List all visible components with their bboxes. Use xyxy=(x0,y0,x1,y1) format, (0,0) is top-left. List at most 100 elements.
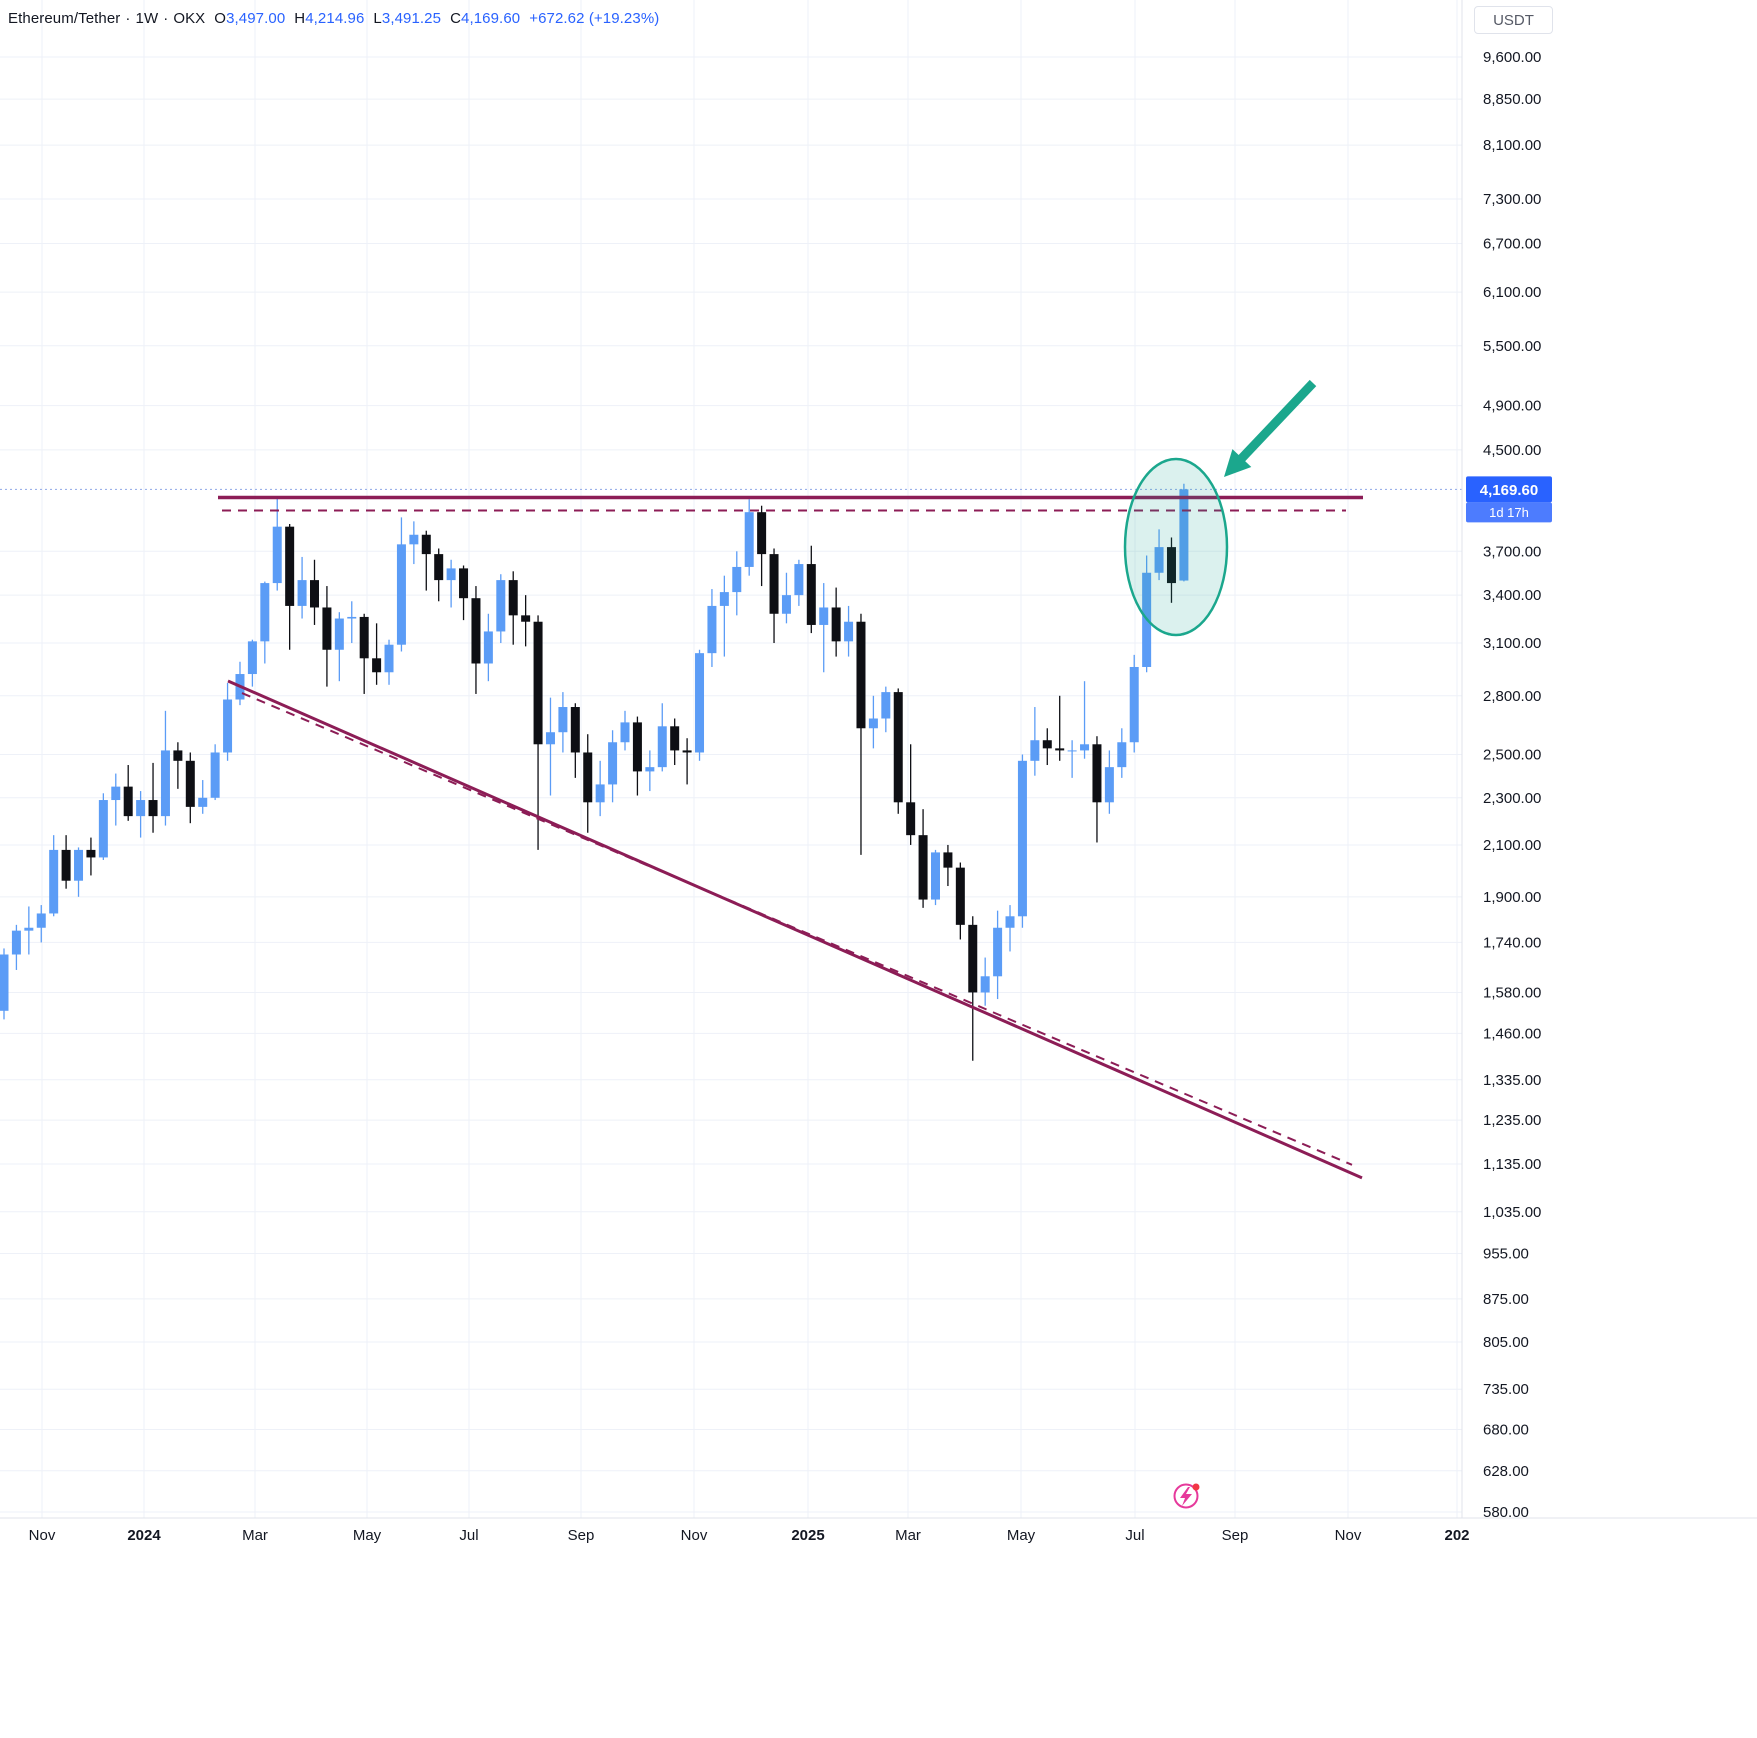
candle[interactable] xyxy=(1117,728,1127,778)
candle[interactable] xyxy=(955,862,965,940)
candle[interactable] xyxy=(993,910,1003,1000)
candle[interactable] xyxy=(744,499,754,576)
candle[interactable] xyxy=(285,524,295,650)
candle[interactable] xyxy=(11,924,21,970)
candle[interactable] xyxy=(247,639,257,687)
candle[interactable] xyxy=(483,613,493,682)
symbol-legend[interactable]: Ethereum/Tether · 1W · OKX O3,497.00 H4,214.96… xyxy=(8,10,659,27)
highlight-ellipse[interactable] xyxy=(1123,457,1229,637)
arrow-annotation[interactable] xyxy=(1224,379,1317,477)
candle[interactable] xyxy=(421,530,431,591)
candle[interactable] xyxy=(49,835,59,917)
candle[interactable] xyxy=(545,697,555,796)
candle[interactable] xyxy=(272,498,282,591)
interval-label[interactable]: 1W xyxy=(135,10,159,27)
exchange-label[interactable]: OKX xyxy=(173,10,206,27)
candle[interactable] xyxy=(384,639,394,685)
candle[interactable] xyxy=(570,703,580,778)
candle[interactable] xyxy=(732,551,742,616)
candle[interactable] xyxy=(1055,695,1065,761)
candle[interactable] xyxy=(1017,754,1027,928)
candle[interactable] xyxy=(459,565,469,621)
candle[interactable] xyxy=(185,752,195,824)
candle[interactable] xyxy=(707,589,717,667)
candle[interactable] xyxy=(471,586,481,694)
candle[interactable] xyxy=(1042,728,1052,766)
candle[interactable] xyxy=(148,762,158,833)
symbol-name[interactable]: Ethereum/Tether xyxy=(8,10,121,27)
candle[interactable] xyxy=(719,575,729,657)
candle[interactable] xyxy=(74,847,84,897)
candles-layer[interactable] xyxy=(0,483,1189,1061)
candle[interactable] xyxy=(36,905,46,943)
candle[interactable] xyxy=(260,581,270,664)
candle[interactable] xyxy=(210,744,220,801)
candle[interactable] xyxy=(583,734,593,833)
candle[interactable] xyxy=(595,760,605,817)
candle[interactable] xyxy=(0,948,9,1020)
candle[interactable] xyxy=(1067,740,1077,778)
candle[interactable] xyxy=(98,793,108,860)
candle[interactable] xyxy=(1080,681,1090,759)
price-axis[interactable]: 9,600.00 8,850.00 8,100.00 7,300.00 6,700.00… xyxy=(1483,49,1541,1521)
candle[interactable] xyxy=(136,791,146,838)
candle[interactable] xyxy=(645,750,655,792)
candle[interactable] xyxy=(893,688,903,814)
candle[interactable] xyxy=(198,780,208,814)
candle[interactable] xyxy=(173,742,183,789)
candle[interactable] xyxy=(1005,905,1015,952)
candle[interactable] xyxy=(1179,483,1189,582)
candle[interactable] xyxy=(620,710,630,751)
candle[interactable] xyxy=(831,587,841,657)
candle[interactable] xyxy=(918,809,928,908)
candle[interactable] xyxy=(980,957,990,1006)
candle[interactable] xyxy=(223,682,233,761)
candle[interactable] xyxy=(868,695,878,749)
currency-toggle-button[interactable]: USDT xyxy=(1474,6,1553,34)
candle[interactable] xyxy=(111,773,121,826)
candle[interactable] xyxy=(347,601,357,644)
candle[interactable] xyxy=(558,692,568,753)
candle[interactable] xyxy=(931,849,940,906)
candle[interactable] xyxy=(533,615,543,850)
candle[interactable] xyxy=(297,556,307,619)
candle[interactable] xyxy=(1030,707,1040,776)
candle[interactable] xyxy=(757,505,767,587)
candle[interactable] xyxy=(1129,654,1139,753)
candle[interactable] xyxy=(856,613,866,855)
candle[interactable] xyxy=(968,916,978,1061)
candle[interactable] xyxy=(521,595,531,647)
candle[interactable] xyxy=(608,730,618,803)
candle[interactable] xyxy=(322,586,332,687)
candle[interactable] xyxy=(61,835,71,889)
candle[interactable] xyxy=(496,574,506,644)
time-axis[interactable]: Nov 2024 Mar May Jul Sep Nov 2025 Mar May Jul Sep No… xyxy=(29,1527,1470,1544)
candle[interactable] xyxy=(906,744,916,845)
candle[interactable] xyxy=(434,548,444,602)
candle[interactable] xyxy=(819,583,829,673)
candle[interactable] xyxy=(372,623,382,685)
candle[interactable] xyxy=(657,703,667,772)
candle[interactable] xyxy=(844,605,854,657)
candle[interactable] xyxy=(359,613,369,694)
candle[interactable] xyxy=(1104,750,1114,814)
candle[interactable] xyxy=(806,545,816,634)
candle[interactable] xyxy=(682,738,692,785)
candle[interactable] xyxy=(1154,529,1164,581)
candle[interactable] xyxy=(881,686,891,733)
candle[interactable] xyxy=(1092,736,1102,843)
candle[interactable] xyxy=(396,517,406,652)
candle[interactable] xyxy=(508,571,518,645)
downtrend-line[interactable] xyxy=(227,679,1363,1180)
candle[interactable] xyxy=(24,906,34,955)
candle[interactable] xyxy=(794,559,804,606)
candle[interactable] xyxy=(86,837,96,876)
candle[interactable] xyxy=(334,612,344,682)
candle[interactable] xyxy=(1166,537,1176,603)
candle[interactable] xyxy=(769,548,779,644)
candle[interactable] xyxy=(160,710,170,826)
candle[interactable] xyxy=(409,521,419,565)
candle[interactable] xyxy=(123,765,133,821)
candle[interactable] xyxy=(695,649,705,761)
